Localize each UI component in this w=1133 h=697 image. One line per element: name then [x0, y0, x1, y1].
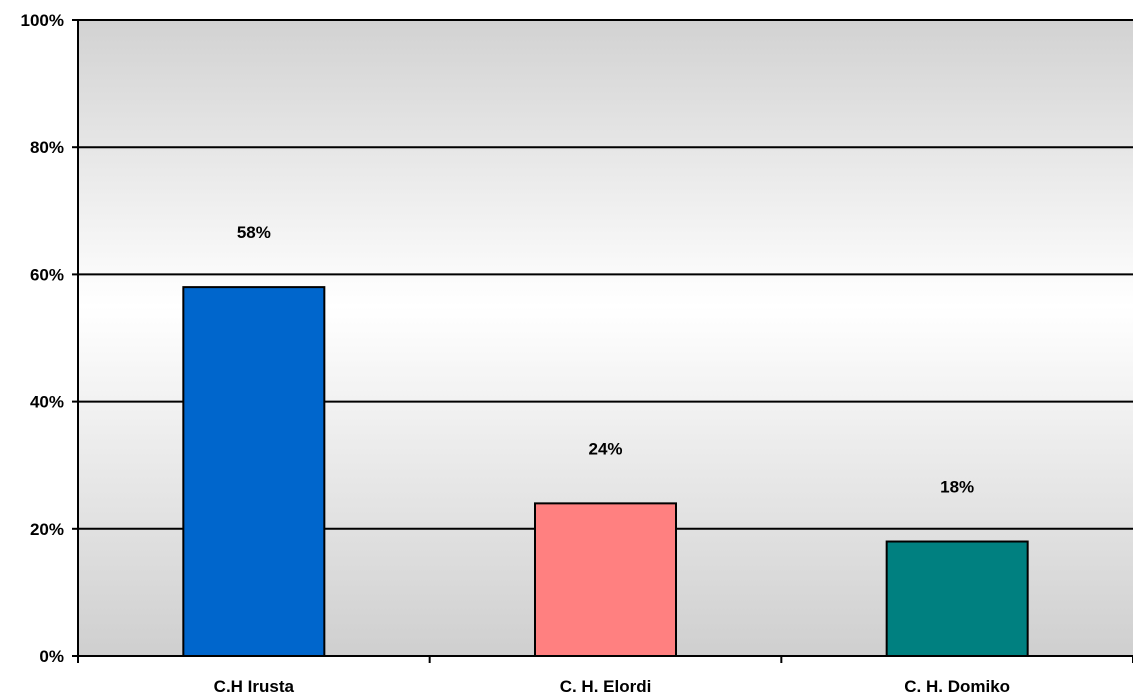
data-label: 58%: [237, 223, 271, 242]
x-category-label: C. H. Elordi: [560, 677, 652, 696]
y-tick-label: 60%: [30, 265, 64, 284]
y-tick-label: 80%: [30, 138, 64, 157]
x-category-label: C.H Irusta: [214, 677, 295, 696]
y-tick-label: 40%: [30, 393, 64, 412]
bar: [182, 286, 326, 657]
bars: [182, 286, 1029, 658]
bar: [534, 502, 677, 657]
data-label: 24%: [588, 439, 622, 458]
bar: [885, 540, 1029, 658]
data-label: 18%: [940, 478, 974, 497]
y-tick-label: 20%: [30, 520, 64, 539]
y-tick-label: 0%: [39, 647, 64, 666]
labels: 0% 20% 40% 60% 80% 100% 58% C.H Irusta 24% C. H. …: [21, 11, 1011, 696]
axes: [72, 19, 1133, 663]
x-category-label: C. H. Domiko: [904, 677, 1010, 696]
y-tick-label: 100%: [21, 11, 64, 30]
